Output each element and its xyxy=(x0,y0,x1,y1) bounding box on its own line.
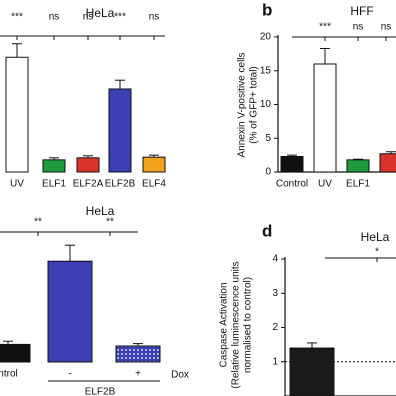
bar xyxy=(0,343,31,363)
x-tick-label: UV xyxy=(10,179,24,190)
y-tick-label: 20 xyxy=(260,32,272,43)
significance-label: ** xyxy=(34,217,42,228)
bar xyxy=(42,159,66,173)
y-axis-label: Caspase Activation xyxy=(219,282,230,367)
y-axis-label: (Relative luminescence units xyxy=(231,261,242,388)
bar xyxy=(5,56,29,173)
significance-label: ns xyxy=(49,12,60,23)
bar xyxy=(47,260,93,363)
y-tick-label: 1 xyxy=(272,356,278,367)
chart-title: HeLa xyxy=(361,230,390,244)
significance-label: *** xyxy=(11,12,23,23)
bar xyxy=(289,347,335,396)
significance-label: ns xyxy=(149,12,160,23)
bar xyxy=(346,159,370,173)
x-tick-label: + xyxy=(135,369,141,380)
y-axis-label: (% of GFP+ total) xyxy=(249,66,260,144)
significance-label: *** xyxy=(114,12,126,23)
x-tick-label: ELF2A xyxy=(73,179,104,190)
bar xyxy=(108,88,132,173)
bar xyxy=(142,156,166,173)
y-tick-label: 10 xyxy=(260,99,272,110)
bar xyxy=(313,63,337,173)
x-tick-label: ELF2B xyxy=(105,179,136,190)
x-tick-label: ntrol xyxy=(0,369,18,380)
x-extra-label: Dox xyxy=(171,370,189,381)
x-tick-label: UV xyxy=(318,179,332,190)
bar xyxy=(379,153,396,173)
y-tick-label: 15 xyxy=(260,65,272,76)
y-tick-label: 0 xyxy=(265,167,271,178)
bar xyxy=(115,345,161,363)
significance-label: ** xyxy=(106,217,114,228)
x-tick-label: ELF1 xyxy=(346,179,370,190)
x-tick-label: ELF4 xyxy=(142,179,166,190)
x-tick-label: ELF1 xyxy=(42,179,66,190)
y-axis-label: normalised to control) xyxy=(243,277,254,373)
panel-label: d xyxy=(262,221,272,240)
bar xyxy=(76,157,100,173)
y-tick-label: 5 xyxy=(265,133,271,144)
significance-label: *** xyxy=(319,22,331,33)
significance-label: ns xyxy=(381,22,392,33)
y-tick-label: 2 xyxy=(272,322,278,333)
chart-title: HeLa xyxy=(86,6,115,20)
y-tick-label: 3 xyxy=(272,288,278,299)
chart-title: HFF xyxy=(350,4,373,18)
x-tick-label: Control xyxy=(276,179,308,190)
significance-label: ns xyxy=(83,12,94,23)
y-tick-label: 4 xyxy=(272,254,278,265)
significance-label: * xyxy=(375,247,379,258)
group-label: ELF2B xyxy=(85,387,116,396)
y-axis-label: Annexin V-positive cells xyxy=(237,52,248,157)
significance-label: ns xyxy=(353,22,364,33)
bar xyxy=(280,155,304,173)
x-tick-label: - xyxy=(68,369,71,380)
panel-label: b xyxy=(262,0,272,19)
chart-title: HeLa xyxy=(86,204,115,218)
